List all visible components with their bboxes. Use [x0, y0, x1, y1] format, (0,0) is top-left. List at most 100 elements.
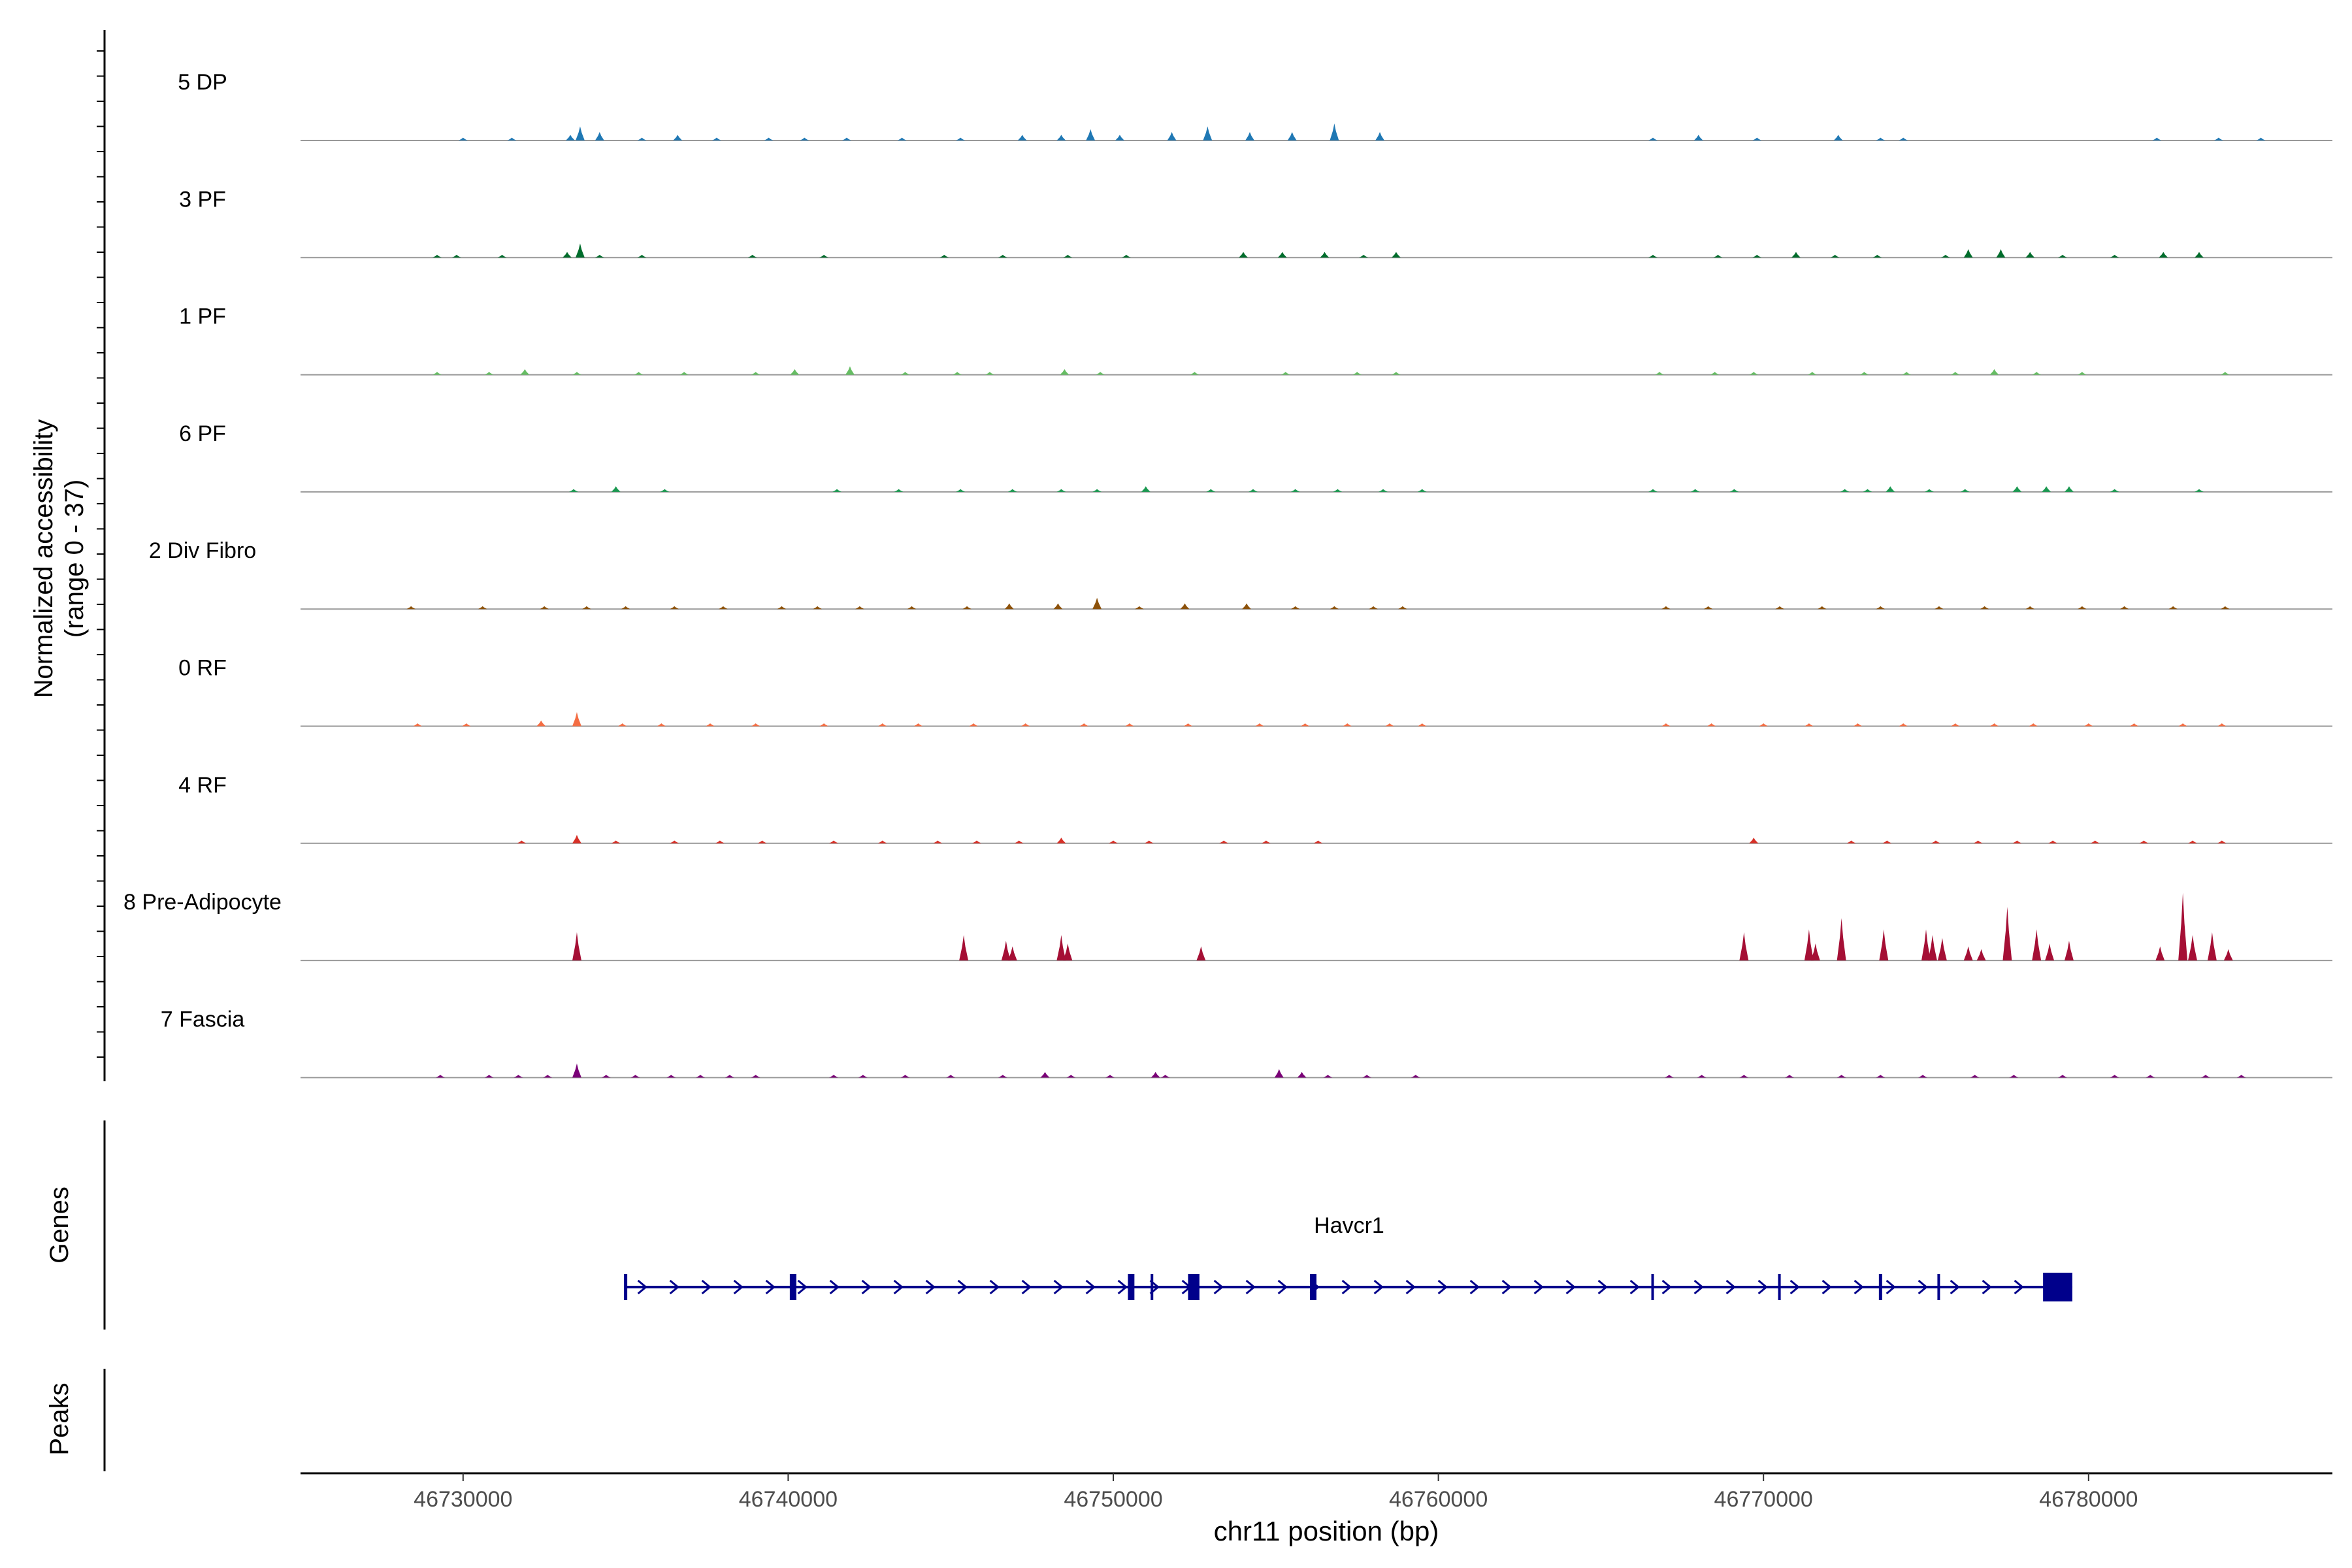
coverage-peak: [543, 1075, 553, 1078]
strand-arrow: [989, 1279, 1000, 1295]
coverage-peak: [1105, 1075, 1115, 1078]
strand-arrow: [1373, 1279, 1384, 1295]
coverage-peak: [1369, 606, 1379, 610]
strand-arrow: [1629, 1279, 1640, 1295]
coverage-peak: [972, 840, 981, 843]
coverage-peak: [2009, 1075, 2019, 1078]
coverage-peak: [2217, 840, 2227, 843]
coverage-peak: [855, 606, 864, 610]
coverage-peak: [1063, 254, 1073, 258]
coverage-peak: [1320, 252, 1330, 258]
exon: [1778, 1274, 1781, 1300]
coverage-peak: [2220, 372, 2230, 375]
strand-arrow: [2014, 1279, 2024, 1295]
coverage-peak: [1109, 840, 1118, 843]
coverage-peak: [819, 723, 829, 727]
coverage-peak: [842, 137, 851, 140]
coverage-peak: [1833, 135, 1843, 140]
exon: [1937, 1274, 1940, 1300]
track-label: 7 Fascia: [161, 1007, 245, 1032]
coverage-peak: [959, 935, 969, 961]
coverage-peak: [1384, 723, 1394, 727]
coverage-peak: [1804, 723, 1814, 727]
left-axes: [97, 30, 106, 1471]
coverage-peak: [2064, 486, 2074, 492]
coverage-peak: [1661, 723, 1671, 727]
exon: [1128, 1274, 1135, 1300]
coverage-peak: [1001, 940, 1011, 961]
coverage-peak: [1879, 929, 1889, 961]
coverage-peak: [2155, 946, 2165, 961]
y-axis-title-line2: (range 0 - 37): [60, 480, 89, 638]
coverage-peak: [1417, 723, 1427, 727]
coverage-peak: [1330, 606, 1339, 610]
coverage-peak: [1063, 943, 1073, 961]
coverage-peak: [1411, 1075, 1420, 1078]
coverage-peak: [1245, 132, 1254, 140]
coverage-peak: [2012, 840, 2022, 843]
accessibility-axis-ticks: [97, 50, 105, 1058]
coverage-peak: [2077, 372, 2087, 375]
strand-arrow: [1661, 1279, 1672, 1295]
strand-arrow: [637, 1279, 647, 1295]
coverage-peak: [1739, 1075, 1749, 1078]
exon: [1310, 1274, 1316, 1300]
coverage-peak: [985, 372, 994, 375]
coverage-peak: [1752, 137, 1762, 140]
coverage-peak: [777, 606, 787, 610]
track-label: 6 PF: [179, 421, 226, 446]
coverage-peak: [1141, 486, 1151, 492]
coverage-peak: [1092, 489, 1102, 492]
strand-arrow: [1405, 1279, 1416, 1295]
coverage-peak: [2042, 486, 2051, 492]
coverage-peak: [2025, 606, 2035, 610]
coverage-peak: [1021, 723, 1030, 727]
coverage-peak: [433, 372, 442, 375]
strand-arrow: [1117, 1279, 1128, 1295]
coverage-peak: [747, 254, 757, 258]
x-tick-label: 46740000: [739, 1487, 838, 1512]
coverage-peak: [829, 840, 839, 843]
coverage-peak: [1863, 489, 1872, 492]
coverage-peak: [1853, 723, 1863, 727]
exon: [624, 1274, 628, 1300]
coverage-peak: [517, 840, 527, 843]
strand-arrow: [1982, 1279, 1992, 1295]
coverage-peak: [2213, 137, 2223, 140]
coverage-peak: [1785, 1075, 1794, 1078]
coverage-peak: [484, 1075, 494, 1078]
coverage-peak: [595, 254, 604, 258]
coverage-peak: [1330, 123, 1339, 140]
strand-arrow: [1789, 1279, 1800, 1295]
coverage-peak: [2032, 929, 2042, 961]
x-tick-label: 46760000: [1389, 1487, 1488, 1512]
coverage-peak: [507, 137, 517, 140]
coverage-peak: [1379, 489, 1388, 492]
coverage-peak: [1290, 606, 1300, 610]
strand-arrow: [1277, 1279, 1288, 1295]
strand-arrow: [829, 1279, 840, 1295]
coverage-peak: [1989, 368, 1999, 375]
coverage-peak: [757, 840, 767, 843]
coverage-peak: [572, 834, 581, 843]
coverage-peak: [2129, 723, 2139, 727]
coverage-peak: [1937, 938, 1947, 961]
coverage-peak: [657, 723, 666, 727]
coverage-peak: [1886, 486, 1895, 492]
coverage-peak: [1713, 254, 1723, 258]
exon: [1151, 1274, 1154, 1300]
coverage-peak: [478, 606, 487, 610]
coverage-peak: [877, 840, 887, 843]
coverage-peak: [1837, 1075, 1846, 1078]
strand-arrow: [1950, 1279, 1960, 1295]
coverage-peak: [2058, 254, 2067, 258]
coverage-peak: [601, 1075, 611, 1078]
coverage-peak: [1254, 723, 1264, 727]
coverage-peak: [572, 372, 581, 375]
coverage-peak: [1980, 606, 1989, 610]
gene-track: Havcr1: [624, 1213, 2072, 1301]
strand-arrow: [1213, 1279, 1224, 1295]
coverage-peak: [2012, 486, 2022, 492]
coverage-peak: [1899, 137, 1908, 140]
